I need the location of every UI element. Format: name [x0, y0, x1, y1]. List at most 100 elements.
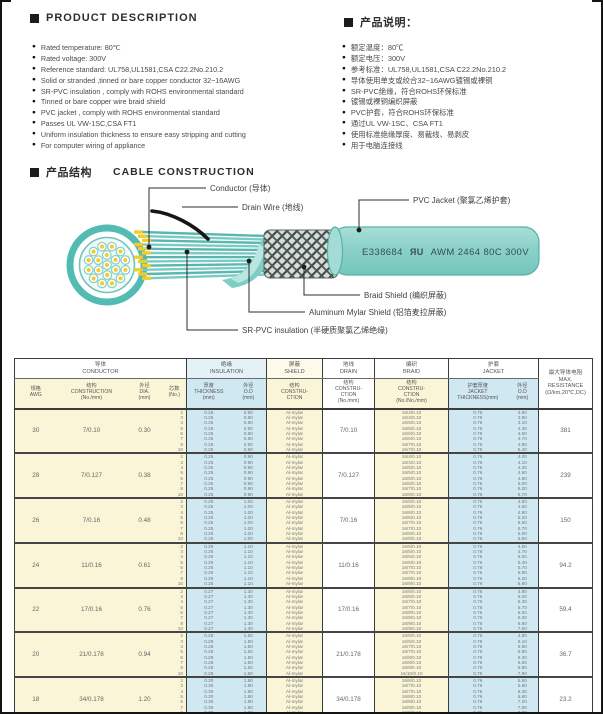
value-line: 6.00 [517, 531, 527, 537]
conductor-dot-shape [123, 267, 128, 272]
value-line: 3 [180, 414, 184, 420]
value-line: 5.90 [517, 570, 527, 576]
conductor-label-line [148, 187, 206, 247]
value-line: Al-mylar [285, 565, 304, 571]
value-line: Al-mylar [285, 425, 304, 431]
cell-dia: 0.94 [126, 632, 163, 677]
value-line: 0.25 [204, 441, 214, 447]
value-line: 1.50 [243, 649, 253, 655]
description-text: Solid or stranded ,tinned or bare copper… [40, 75, 241, 85]
value-line: 0.27 [204, 588, 214, 594]
value-line: 6.20 [517, 575, 527, 581]
value-line: 0.76 [473, 683, 483, 689]
cell-awg: 22 [14, 587, 57, 633]
jacket-label-line [358, 199, 409, 229]
page-edge-mark [2, 0, 11, 2]
jacket-print-text: E338684 ЯU AWM 2464 80C 300V [362, 247, 529, 258]
value-line: 0.76 [473, 536, 483, 542]
value-line: Al-mylar [285, 588, 304, 594]
cell-drain: 17/0.16 [322, 587, 376, 633]
cell-braid: 16/4/0.10 16/4/0.10 16/5/0.10 16/5/0.10 16/6… [374, 408, 450, 454]
value-line: 1.30 [243, 609, 253, 615]
column-header-ins-od: 外径 O.D (mm) [230, 378, 268, 409]
value-line: 5.30 [517, 599, 527, 605]
cell-braid: 16/5/0.10 16/5/0.10 16/6/0.10 16/6/0.10 16/7… [374, 498, 450, 543]
section-title-zh: 产品说明： [360, 17, 418, 29]
strand-line-shape [141, 266, 267, 271]
column-header-awg: 规格 AWG [14, 378, 57, 409]
conductor-dot-shape [123, 257, 128, 263]
value-line: 1.10 [243, 575, 253, 581]
value-line: 5 [180, 425, 184, 431]
section-marker-icon [30, 13, 39, 23]
value-line: 0.76 [473, 588, 483, 594]
cell-res: 94.2 [538, 542, 593, 588]
value-line: 5.80 [517, 683, 527, 689]
value-line: 8 [180, 531, 184, 537]
product-description-heading-zh: 产品说明： [344, 14, 418, 30]
description-item: ● Tinned or bare copper wire braid shield [32, 96, 246, 107]
value-line: Al-mylar [285, 499, 304, 504]
label-lines [148, 187, 409, 331]
description-text: 导体使用单支或绞合32~16AWG镀锡或裸铜 [350, 75, 493, 85]
value-line: 0.76 [473, 525, 483, 531]
value-line: 10 [177, 670, 184, 676]
column-header-cores: 芯数 (No.) [162, 378, 188, 409]
cell-construction: 7/0.16 [56, 498, 127, 543]
value-line: 5.50 [517, 678, 527, 683]
conductor-dot-shape [86, 267, 91, 273]
column-header-dia: 外径 DIA. (mm) [126, 378, 163, 409]
value-line: 16/9/0.10 [401, 581, 422, 587]
bullet-icon: ● [32, 141, 36, 149]
value-line: 0.76 [473, 609, 483, 615]
value-line: 1.80 [243, 688, 253, 694]
value-line: 16/6/0.10 [401, 554, 422, 560]
value-line: 8 [180, 710, 184, 714]
value-line: 0.25 [204, 454, 214, 460]
value-line: 0.76 [473, 620, 483, 626]
value-line: 5.20 [517, 515, 527, 521]
value-line: 0.76 [473, 638, 483, 644]
cell-awg: 20 [14, 632, 57, 677]
value-line: 0.30 [204, 704, 214, 710]
value-line: Al-mylar [285, 454, 304, 460]
label-dot [356, 227, 362, 233]
value-line: 1.50 [243, 633, 253, 639]
value-line: 0.25 [204, 509, 214, 515]
value-line: 0.25 [204, 559, 214, 565]
value-line: 0.30 [204, 699, 214, 705]
value-line: 1.30 [243, 604, 253, 610]
value-line: 0.25 [204, 515, 214, 521]
value-line: Al-mylar [285, 543, 304, 549]
description-text: 通过UL VW-1SC、CSA FT1 [350, 119, 443, 129]
value-line: 0.28 [204, 638, 214, 644]
value-line: 6.30 [517, 654, 527, 660]
value-line: 0.76 [473, 515, 483, 521]
value-line: 3.90 [517, 414, 527, 420]
value-line: Al-mylar [285, 475, 304, 481]
value-line: 5.10 [517, 638, 527, 644]
bullet-icon: ● [342, 86, 346, 94]
construction-title-zh: 产品结构 [46, 167, 92, 179]
value-line: Al-mylar [285, 678, 304, 683]
value-line: 1.50 [243, 638, 253, 644]
value-line: 0.76 [473, 554, 483, 560]
value-line: 0.76 [473, 649, 483, 655]
value-line: 2 [180, 499, 184, 504]
value-line: 16/7/0.10 [401, 441, 422, 447]
value-line: 0.27 [204, 599, 214, 605]
value-line: 0.90 [243, 486, 253, 492]
conductor-dot-shape [99, 244, 105, 249]
value-line: 0.90 [243, 464, 253, 470]
value-line: Al-mylar [285, 446, 304, 452]
value-line: 1.30 [243, 615, 253, 621]
value-line: 16/9/0.10 [401, 710, 422, 714]
value-line: 16/7/0.10 [401, 599, 422, 605]
value-line: 1.00 [243, 515, 253, 521]
value-line: Al-mylar [285, 694, 304, 700]
strand-line-shape [149, 239, 267, 245]
value-line: 0.25 [204, 409, 214, 415]
bullet-icon: ● [32, 86, 36, 94]
bullet-icon: ● [342, 108, 346, 116]
